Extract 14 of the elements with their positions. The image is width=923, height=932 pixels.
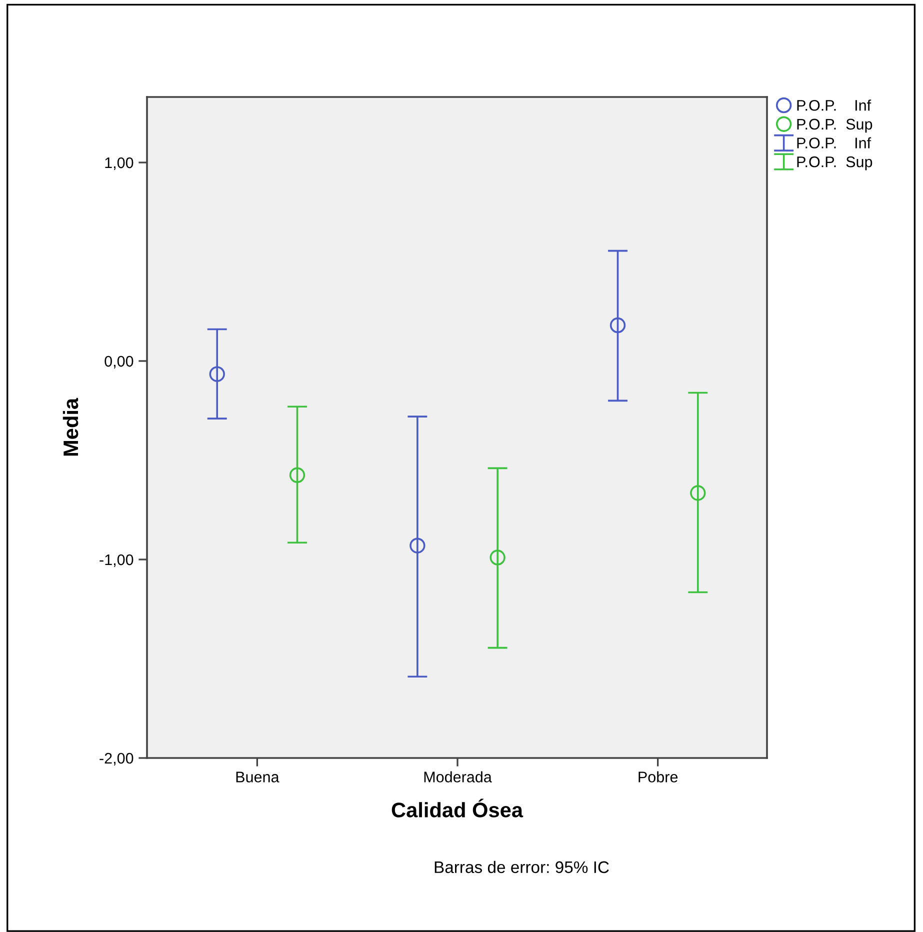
text: P.O.P. Sup xyxy=(797,118,872,133)
legend-label: P.O.P. Inf xyxy=(797,137,872,148)
legend-label: P.O.P. Sup xyxy=(797,156,872,170)
text: P.O.P. Inf xyxy=(797,100,872,111)
y-tick-label: 0,00 xyxy=(104,356,134,368)
y-tick-label: -1,00 xyxy=(100,554,134,567)
y-tick-label: -2,00 xyxy=(100,752,134,766)
x-tick-label: Pobre xyxy=(638,771,678,782)
y-axis-title: Media xyxy=(62,398,78,456)
x-tick-label: Moderada xyxy=(424,771,492,782)
text: Barras de error: 95% IC xyxy=(434,860,609,874)
x-tick-label: Buena xyxy=(236,772,280,782)
x-axis-title: Calidad Ósea xyxy=(392,798,524,818)
y-tick-label: 1,00 xyxy=(105,157,134,170)
